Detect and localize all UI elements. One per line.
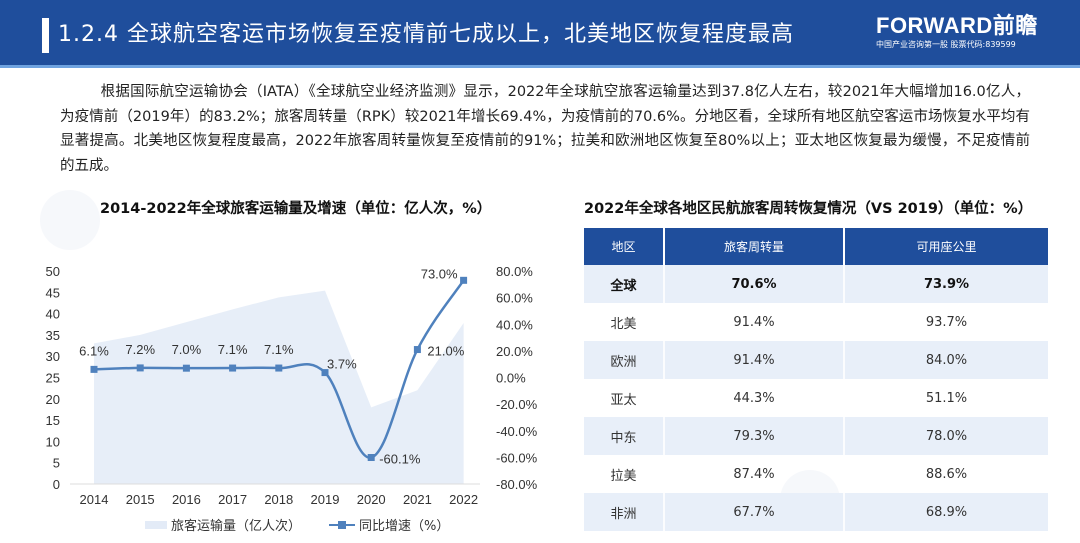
right-axis-tick: -60.0% — [496, 450, 538, 465]
left-axis-tick: 20 — [46, 392, 60, 407]
cell-region: 中东 — [584, 417, 665, 455]
body-paragraph: 根据国际航空运输协会（IATA）《全球航空业经济监测》显示，2022年全球航空旅… — [60, 84, 1030, 174]
cell-region: 拉美 — [584, 455, 665, 493]
cell-region: 欧洲 — [584, 341, 665, 379]
table-row: 全球 70.6% 73.9% — [584, 265, 1048, 303]
column-header-rpk: 旅客周转量 — [664, 228, 845, 265]
x-axis-tick: 2014 — [80, 492, 109, 507]
line-marker-2015 — [136, 364, 144, 372]
brand-tagline: 中国产业咨询第一股 股票代码:839599 — [876, 40, 1016, 49]
legend-line-swatch — [329, 520, 356, 530]
left-axis-tick: 15 — [46, 413, 60, 428]
legend-item-volume: 旅客运输量（亿人次） — [171, 519, 302, 534]
x-axis-tick: 2022 — [449, 492, 478, 507]
right-axis-tick: 20.0% — [496, 344, 533, 359]
header-banner: 1.2.4 全球航空客运市场恢复至疫情前七成以上，北美地区恢复程度最高 FORW… — [0, 0, 1080, 68]
line-marker-2021 — [413, 346, 421, 354]
cell-ask: 88.6% — [925, 466, 968, 482]
x-axis-tick: 2021 — [403, 492, 432, 507]
table-row: 北美 91.4% 93.7% — [584, 303, 1048, 341]
cell-rpk: 70.6% — [664, 265, 845, 303]
cell-region: 非洲 — [584, 493, 665, 531]
chart-legend: 旅客运输量（亿人次） 同比增速（%） — [145, 515, 449, 534]
left-axis-tick: 25 — [46, 371, 60, 386]
left-axis-tick: 50 — [46, 264, 60, 279]
column-header-region: 地区 — [584, 228, 665, 265]
data-label-2017: 7.1% — [218, 342, 248, 357]
data-label-2015: 7.2% — [125, 342, 155, 357]
data-label-2014: 6.1% — [79, 343, 109, 358]
data-label-2020: -60.1% — [379, 452, 421, 467]
x-axis-tick: 2016 — [172, 492, 201, 507]
left-axis-tick: 30 — [46, 349, 60, 364]
area-series-passenger-volume — [94, 290, 464, 484]
cell-rpk: 79.3% — [664, 417, 845, 455]
recovery-table: 地区 旅客周转量 可用座公里 全球 70.6% 73.9% 北美 91.4% 9… — [584, 228, 1048, 531]
table-row: 拉美 87.4% 88.6% — [584, 455, 1048, 493]
left-axis-tick: 0 — [53, 477, 60, 492]
cell-rpk: 44.3% — [664, 379, 845, 417]
line-marker-2022 — [460, 276, 468, 284]
cell-ask: 68.9% — [844, 493, 1048, 531]
right-axis-tick: -20.0% — [496, 397, 538, 412]
left-axis-tick: 35 — [46, 328, 60, 343]
table-row: 欧洲 91.4% 84.0% — [584, 341, 1048, 379]
left-axis-tick: 45 — [46, 285, 60, 300]
x-axis-tick: 2020 — [357, 492, 386, 507]
line-marker-2014 — [90, 365, 98, 373]
passenger-chart: 0 5 10 15 20 25 30 35 40 45 50 -80.0% -60.0% -40.0% -2… — [46, 264, 538, 507]
right-axis-tick: -40.0% — [496, 424, 538, 439]
right-axis-tick: -80.0% — [496, 477, 538, 492]
left-axis-tick: 10 — [46, 434, 60, 449]
x-axis-tick: 2019 — [311, 492, 340, 507]
cell-rpk: 87.4% — [664, 455, 845, 493]
left-axis-tick: 5 — [53, 456, 60, 471]
table-row: 非洲 67.7% 68.9% — [584, 493, 1048, 531]
table-title: 2022年全球各地区民航旅客周转恢复情况（VS 2019）（单位：%） — [584, 201, 1033, 217]
left-axis-tick: 40 — [46, 307, 60, 322]
x-axis-tick: 2017 — [218, 492, 247, 507]
right-axis-tick: 40.0% — [496, 317, 533, 332]
cell-ask: 84.0% — [844, 341, 1048, 379]
line-marker-2020 — [367, 454, 375, 462]
cell-ask: 78.0% — [844, 417, 1048, 455]
data-label-2019: 3.7% — [327, 357, 357, 372]
line-marker-2019 — [321, 369, 329, 377]
line-marker-2016 — [182, 364, 190, 372]
cell-rpk: 91.4% — [664, 341, 845, 379]
data-label-2022: 73.0% — [421, 266, 458, 281]
brand-logo: FORWARD前瞻 中国产业咨询第一股 股票代码:839599 — [876, 14, 1038, 51]
table-row: 亚太 44.3% 51.1% — [584, 379, 1048, 417]
right-axis-tick: 0.0% — [496, 371, 526, 386]
cell-region: 亚太 — [584, 379, 665, 417]
line-series-growth-rate — [93, 279, 465, 459]
cell-rpk: 67.7% — [664, 493, 845, 531]
cell-region: 全球 — [584, 265, 665, 303]
section-title: 1.2.4 全球航空客运市场恢复至疫情前七成以上，北美地区恢复程度最高 — [58, 22, 794, 47]
legend-area-swatch — [145, 520, 167, 529]
cell-region: 北美 — [584, 303, 665, 341]
title-accent-bar — [42, 18, 49, 53]
legend-item-growth: 同比增速（%） — [359, 519, 450, 534]
line-marker-2017 — [229, 364, 237, 372]
table-row: 中东 79.3% 78.0% — [584, 417, 1048, 455]
brand-logo-text: FORWARD前瞻 — [876, 13, 1038, 38]
data-label-2016: 7.0% — [172, 342, 202, 357]
data-label-2018: 7.1% — [264, 342, 294, 357]
line-marker-2018 — [275, 364, 283, 372]
cell-rpk: 91.4% — [664, 303, 845, 341]
table-header-row: 地区 旅客周转量 可用座公里 — [584, 228, 1048, 265]
column-header-ask: 可用座公里 — [844, 228, 1048, 265]
watermark-logo — [40, 190, 100, 250]
x-axis-tick: 2015 — [126, 492, 155, 507]
x-axis-tick: 2018 — [264, 492, 293, 507]
cell-ask: 93.7% — [925, 314, 968, 330]
right-axis-tick: 60.0% — [496, 291, 533, 306]
chart-title: 2014-2022年全球旅客运输量及增速（单位：亿人次，%） — [100, 201, 492, 217]
right-axis-tick: 80.0% — [496, 264, 533, 279]
cell-ask: 73.9% — [844, 265, 1048, 303]
cell-ask: 51.1% — [925, 390, 968, 406]
data-label-2021: 21.0% — [427, 344, 464, 359]
